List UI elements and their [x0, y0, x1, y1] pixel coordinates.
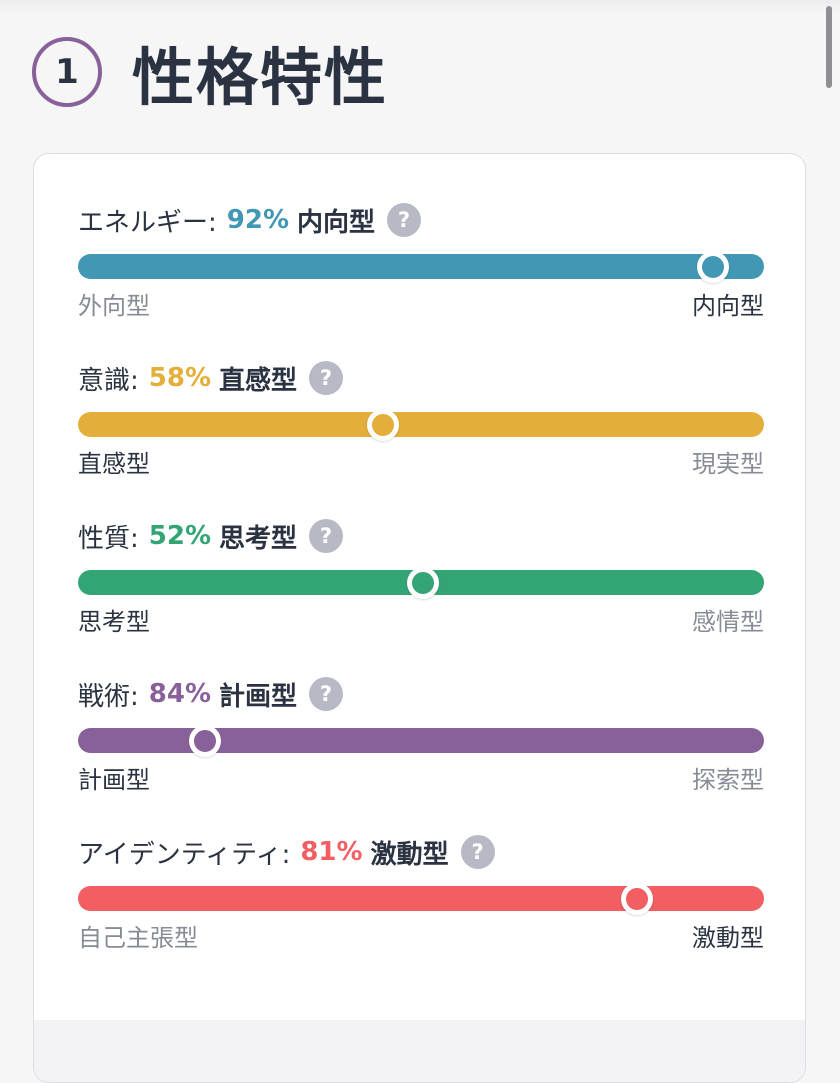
trait-slider-track	[78, 566, 764, 599]
trait-left-label: 計画型	[78, 766, 150, 794]
trait-endpoints: 計画型 探索型	[78, 763, 764, 797]
trait-left-label: 思考型	[78, 608, 150, 636]
trait-slider-track	[78, 408, 764, 441]
scrollbar[interactable]	[826, 6, 832, 88]
trait-label: アイデンティティ:	[78, 839, 291, 870]
trait-heading: アイデンティティ: 81% 激動型 ?	[78, 830, 764, 874]
trait-left-label: 外向型	[78, 292, 150, 320]
trait-heading: 性質: 52% 思考型 ?	[78, 514, 764, 558]
trait-left-label: 自己主張型	[78, 924, 198, 952]
trait-right-label: 探索型	[692, 766, 764, 794]
trait-slider-knob	[366, 408, 399, 441]
trait-percent: 58%	[148, 363, 211, 393]
trait-slider-knob	[697, 250, 730, 283]
trait-percent: 92%	[226, 205, 289, 235]
card-footer	[34, 1020, 805, 1082]
trait-identity: アイデンティティ: 81% 激動型 ? 自己主張型 激動型	[78, 830, 764, 955]
trait-left-label: 直感型	[78, 450, 150, 478]
question-circle-icon[interactable]: ?	[387, 203, 422, 237]
trait-right-label: 現実型	[692, 450, 764, 478]
trait-right-label: 激動型	[692, 924, 764, 952]
trait-label: 戦術:	[78, 681, 139, 712]
section-header: 1 性格特性	[32, 32, 388, 114]
trait-percent: 84%	[148, 679, 211, 709]
traits-card: エネルギー: 92% 内向型 ? 外向型 内向型 意識: 58% 直感型 ? 直…	[33, 153, 806, 1083]
trait-label: 性質:	[78, 523, 139, 554]
trait-endpoints: 直感型 現実型	[78, 447, 764, 481]
trait-endpoints: 外向型 内向型	[78, 289, 764, 323]
trait-label: エネルギー:	[78, 207, 217, 238]
trait-tactics: 戦術: 84% 計画型 ? 計画型 探索型	[78, 672, 764, 797]
top-shade	[0, 0, 840, 14]
trait-right-label: 内向型	[692, 292, 764, 320]
trait-right-label: 感情型	[692, 608, 764, 636]
question-circle-icon[interactable]: ?	[309, 677, 344, 711]
trait-heading: エネルギー: 92% 内向型 ?	[78, 198, 764, 242]
trait-type: 計画型	[219, 681, 298, 712]
trait-energy: エネルギー: 92% 内向型 ? 外向型 内向型	[78, 198, 764, 323]
question-circle-icon[interactable]: ?	[309, 519, 344, 553]
trait-slider-track	[78, 882, 764, 915]
trait-type: 直感型	[219, 365, 298, 396]
question-circle-icon[interactable]: ?	[460, 835, 495, 869]
trait-heading: 意識: 58% 直感型 ?	[78, 356, 764, 400]
trait-endpoints: 思考型 感情型	[78, 605, 764, 639]
trait-heading: 戦術: 84% 計画型 ?	[78, 672, 764, 716]
trait-slider-track	[78, 250, 764, 283]
trait-type: 思考型	[219, 523, 298, 554]
trait-endpoints: 自己主張型 激動型	[78, 921, 764, 955]
trait-percent: 52%	[148, 521, 211, 551]
trait-percent: 81%	[300, 837, 363, 867]
trait-nature: 性質: 52% 思考型 ? 思考型 感情型	[78, 514, 764, 639]
section-title: 性格特性	[132, 41, 389, 114]
trait-slider-knob	[407, 566, 440, 599]
trait-type: 激動型	[370, 839, 449, 870]
trait-slider-knob	[188, 724, 221, 757]
question-circle-icon[interactable]: ?	[309, 361, 344, 395]
trait-label: 意識:	[78, 365, 139, 396]
trait-mind: 意識: 58% 直感型 ? 直感型 現実型	[78, 356, 764, 481]
section-number-badge: 1	[32, 37, 102, 107]
trait-slider-track	[78, 724, 764, 757]
trait-slider-knob	[621, 882, 654, 915]
trait-type: 内向型	[297, 207, 376, 238]
